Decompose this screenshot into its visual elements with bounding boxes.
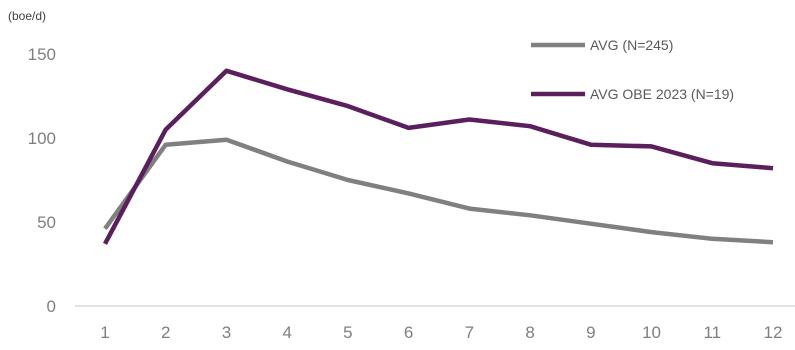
- legend-label: AVG (N=245): [590, 37, 673, 53]
- x-tick-label: 1: [100, 323, 109, 342]
- x-axis-ticks: 1 2 3 4 5 6 7 8 9 10 11 12: [100, 323, 782, 342]
- x-tick-label: 5: [343, 323, 352, 342]
- x-tick-label: 8: [525, 323, 534, 342]
- y-tick-label: 0: [47, 297, 56, 316]
- series-line-1: [103, 137, 774, 245]
- series-line-2: [103, 68, 774, 245]
- x-tick-label: 6: [404, 323, 413, 342]
- x-tick-label: 2: [161, 323, 170, 342]
- y-tick-label: 50: [37, 213, 56, 232]
- series-lines: [103, 68, 774, 245]
- x-tick-label: 4: [282, 323, 291, 342]
- x-tick-label: 3: [222, 323, 231, 342]
- x-tick-label: 9: [586, 323, 595, 342]
- y-tick-label: 100: [28, 129, 56, 148]
- legend: AVG (N=245) AVG OBE 2023 (N=19): [531, 37, 734, 102]
- x-tick-label: 12: [764, 323, 783, 342]
- legend-label: AVG OBE 2023 (N=19): [590, 86, 734, 102]
- x-tick-label: 10: [642, 323, 661, 342]
- x-tick-label: 11: [703, 323, 721, 342]
- y-axis-unit-label: (boe/d): [8, 9, 46, 23]
- y-axis-ticks: 0 50 100 150: [28, 45, 56, 316]
- x-tick-label: 7: [465, 323, 474, 342]
- y-tick-label: 150: [28, 45, 56, 64]
